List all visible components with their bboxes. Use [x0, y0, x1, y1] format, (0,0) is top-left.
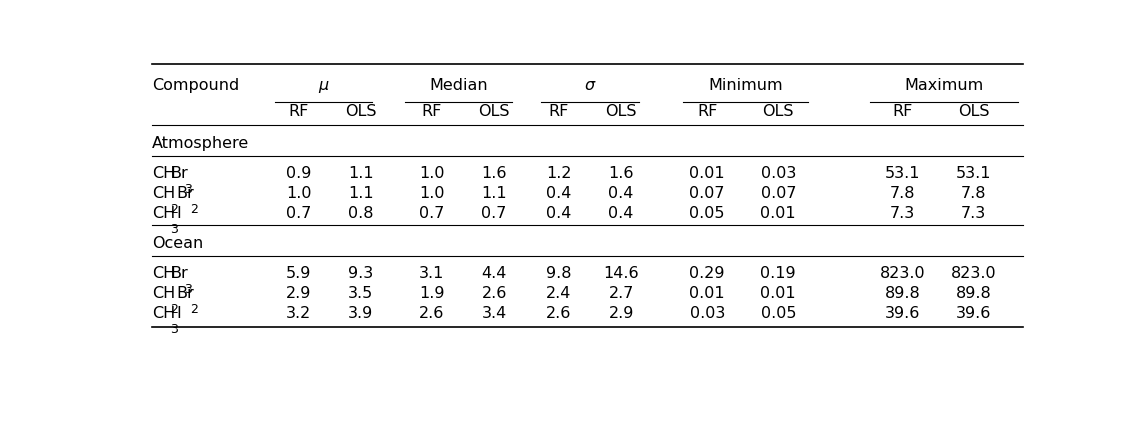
- Text: 3: 3: [170, 323, 178, 336]
- Text: 53.1: 53.1: [956, 166, 991, 181]
- Text: 823.0: 823.0: [951, 266, 997, 281]
- Text: 2.4: 2.4: [547, 286, 572, 301]
- Text: 0.7: 0.7: [481, 206, 507, 221]
- Text: 89.8: 89.8: [885, 286, 920, 301]
- Text: 5.9: 5.9: [286, 266, 312, 281]
- Text: 0.4: 0.4: [609, 206, 634, 221]
- Text: 2.7: 2.7: [609, 286, 634, 301]
- Text: 1.1: 1.1: [348, 186, 374, 201]
- Text: Atmosphere: Atmosphere: [152, 136, 250, 151]
- Text: Br: Br: [170, 166, 188, 181]
- Text: OLS: OLS: [345, 104, 377, 119]
- Text: 2.6: 2.6: [481, 286, 507, 301]
- Text: 89.8: 89.8: [956, 286, 991, 301]
- Text: 0.7: 0.7: [286, 206, 312, 221]
- Text: Br: Br: [176, 286, 194, 301]
- Text: μ: μ: [319, 78, 329, 93]
- Text: 1.0: 1.0: [285, 186, 312, 201]
- Text: OLS: OLS: [478, 104, 510, 119]
- Text: CH: CH: [152, 206, 175, 221]
- Text: 2.6: 2.6: [419, 305, 445, 321]
- Text: 14.6: 14.6: [603, 266, 638, 281]
- Text: CH: CH: [152, 305, 175, 321]
- Text: 7.8: 7.8: [889, 186, 916, 201]
- Text: I: I: [176, 206, 181, 221]
- Text: 3.9: 3.9: [348, 305, 374, 321]
- Text: 0.01: 0.01: [690, 286, 725, 301]
- Text: 0.4: 0.4: [547, 186, 572, 201]
- Text: 2: 2: [170, 303, 178, 316]
- Text: 2: 2: [170, 203, 178, 216]
- Text: 2.9: 2.9: [609, 305, 634, 321]
- Text: 3: 3: [183, 183, 191, 196]
- Text: 823.0: 823.0: [880, 266, 926, 281]
- Text: 1.0: 1.0: [419, 166, 445, 181]
- Text: Br: Br: [170, 266, 188, 281]
- Text: RF: RF: [893, 104, 913, 119]
- Text: 9.8: 9.8: [547, 266, 572, 281]
- Text: 0.03: 0.03: [690, 305, 725, 321]
- Text: RF: RF: [422, 104, 442, 119]
- Text: 2.9: 2.9: [286, 286, 312, 301]
- Text: 2: 2: [190, 203, 198, 216]
- Text: 3.2: 3.2: [286, 305, 312, 321]
- Text: 9.3: 9.3: [348, 266, 374, 281]
- Text: 0.01: 0.01: [690, 166, 725, 181]
- Text: 1.2: 1.2: [547, 166, 572, 181]
- Text: OLS: OLS: [958, 104, 989, 119]
- Text: 3.5: 3.5: [348, 286, 374, 301]
- Text: 53.1: 53.1: [885, 166, 920, 181]
- Text: CH: CH: [152, 186, 175, 201]
- Text: 4.4: 4.4: [481, 266, 507, 281]
- Text: 0.4: 0.4: [609, 186, 634, 201]
- Text: 2.6: 2.6: [547, 305, 572, 321]
- Text: 1.1: 1.1: [481, 186, 507, 201]
- Text: CH: CH: [152, 166, 175, 181]
- Text: RF: RF: [697, 104, 717, 119]
- Text: 0.01: 0.01: [761, 206, 796, 221]
- Text: 1.9: 1.9: [419, 286, 445, 301]
- Text: 7.3: 7.3: [961, 206, 987, 221]
- Text: 39.6: 39.6: [885, 305, 920, 321]
- Text: 39.6: 39.6: [956, 305, 991, 321]
- Text: Br: Br: [176, 186, 194, 201]
- Text: 0.4: 0.4: [547, 206, 572, 221]
- Text: 3: 3: [170, 223, 178, 236]
- Text: I: I: [176, 305, 181, 321]
- Text: 1.6: 1.6: [609, 166, 634, 181]
- Text: 3.1: 3.1: [419, 266, 445, 281]
- Text: 0.07: 0.07: [761, 186, 796, 201]
- Text: 2: 2: [190, 303, 198, 316]
- Text: Ocean: Ocean: [152, 236, 203, 251]
- Text: 0.03: 0.03: [761, 166, 796, 181]
- Text: 0.07: 0.07: [690, 186, 725, 201]
- Text: 0.05: 0.05: [690, 206, 725, 221]
- Text: 0.8: 0.8: [348, 206, 374, 221]
- Text: 1.1: 1.1: [348, 166, 374, 181]
- Text: 0.01: 0.01: [761, 286, 796, 301]
- Text: 7.3: 7.3: [890, 206, 916, 221]
- Text: Minimum: Minimum: [708, 78, 783, 93]
- Text: 0.05: 0.05: [761, 305, 796, 321]
- Text: 0.29: 0.29: [690, 266, 725, 281]
- Text: 1.0: 1.0: [419, 186, 445, 201]
- Text: 0.19: 0.19: [761, 266, 796, 281]
- Text: 0.7: 0.7: [419, 206, 445, 221]
- Text: Compound: Compound: [152, 78, 240, 93]
- Text: σ: σ: [584, 78, 595, 93]
- Text: RF: RF: [549, 104, 570, 119]
- Text: RF: RF: [289, 104, 309, 119]
- Text: 3: 3: [183, 283, 191, 296]
- Text: 0.9: 0.9: [286, 166, 312, 181]
- Text: OLS: OLS: [605, 104, 637, 119]
- Text: 7.8: 7.8: [960, 186, 987, 201]
- Text: OLS: OLS: [762, 104, 794, 119]
- Text: Median: Median: [430, 78, 488, 93]
- Text: 1.6: 1.6: [481, 166, 507, 181]
- Text: Maximum: Maximum: [904, 78, 983, 93]
- Text: 3.4: 3.4: [481, 305, 507, 321]
- Text: CH: CH: [152, 266, 175, 281]
- Text: CH: CH: [152, 286, 175, 301]
